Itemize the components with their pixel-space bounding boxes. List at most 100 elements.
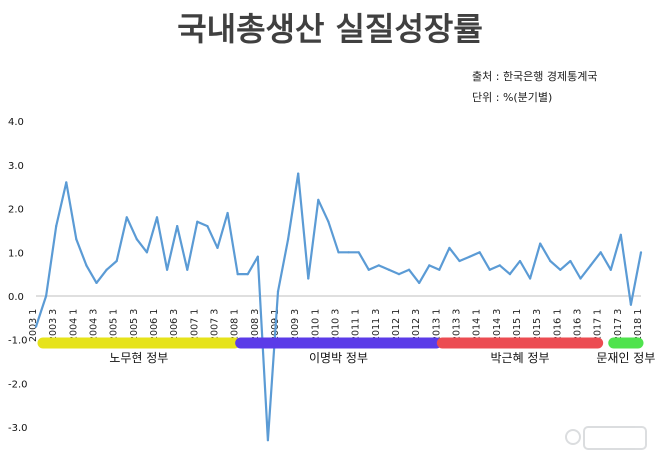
data-point [488, 268, 491, 271]
data-point [407, 268, 411, 271]
data-point [528, 277, 532, 280]
y-tick-label: -2.0 [8, 379, 28, 390]
y-tick-label: 1.0 [8, 248, 24, 259]
data-point [589, 264, 592, 267]
data-point [619, 233, 622, 236]
data-point [307, 277, 310, 280]
data-point [559, 268, 562, 271]
x-tick-label: 2017 3 [613, 309, 624, 342]
data-point [236, 273, 239, 276]
data-point [216, 246, 219, 250]
data-point [347, 251, 350, 254]
data-point [599, 251, 602, 254]
data-point [125, 216, 128, 219]
series-line [34, 172, 643, 442]
data-point [478, 251, 481, 254]
period-label: 박근혜 정부 [490, 351, 549, 365]
data-point [105, 268, 108, 271]
data-point [75, 238, 78, 241]
x-tick-label: 2016 1 [552, 309, 563, 342]
x-tick-label: 2005 3 [129, 309, 140, 342]
x-tick-labels: 2003 1 2003 3 2004 1 2004 3 2005 1 2005 3 2006… [28, 309, 644, 342]
y-tick-label: 4.0 [8, 117, 24, 128]
data-point [539, 242, 542, 245]
x-tick-label: 2014 1 [472, 309, 483, 342]
data-point [518, 259, 522, 263]
y-tick-label: 2.0 [8, 205, 24, 216]
data-point [266, 439, 270, 442]
y-tick-label: -1.0 [8, 336, 28, 347]
growth-series [34, 172, 643, 442]
data-point [276, 290, 280, 293]
data-point [448, 246, 451, 250]
data-point [428, 264, 431, 267]
x-tick-label: 2010 3 [331, 309, 342, 342]
x-tick-label: 2013 1 [431, 309, 442, 342]
data-point [186, 268, 189, 271]
x-tick-label: 2004 3 [89, 309, 100, 342]
source-note: 출처 : 한국은행 경제통계국 [472, 70, 598, 83]
data-point [639, 251, 643, 254]
x-tick-label: 2007 1 [189, 309, 200, 342]
x-tick-label: 2017 1 [593, 309, 604, 342]
data-point [297, 172, 300, 175]
data-point [165, 268, 169, 271]
data-point [176, 224, 179, 228]
data-point [115, 259, 118, 263]
data-point [397, 273, 401, 276]
data-point [508, 273, 512, 276]
data-point [549, 259, 552, 263]
x-tick-label: 2012 3 [411, 309, 422, 342]
data-point [458, 259, 461, 263]
data-point [387, 268, 391, 271]
y-tick-label: 0.0 [8, 292, 24, 303]
x-tick-label: 2004 1 [68, 309, 79, 342]
y-tick-label: 3.0 [8, 161, 24, 172]
x-tick-label: 2015 3 [532, 309, 543, 342]
y-axis: 4.0 3.0 2.0 1.0 0.0 -1.0 -2.0 -3.0 [8, 117, 28, 434]
data-point [95, 281, 98, 284]
data-point [337, 251, 340, 254]
x-tick-label: 2015 1 [512, 309, 523, 342]
data-point [34, 325, 38, 328]
x-tick-label: 2006 3 [169, 309, 180, 342]
data-point [206, 224, 209, 228]
data-point [85, 264, 88, 267]
data-point [317, 198, 320, 201]
data-point [629, 303, 633, 306]
period-label: 이명박 정부 [309, 351, 368, 365]
chart-title: 국내총생산 실질성장률 [177, 10, 483, 48]
x-tick-label: 2003 3 [48, 309, 59, 342]
x-tick-label: 2006 1 [149, 309, 160, 342]
x-tick-label: 2009 3 [290, 309, 301, 342]
period-label: 노무현 정부 [109, 351, 168, 365]
x-tick-label: 2016 3 [573, 309, 584, 342]
x-tick-label: 2014 3 [492, 309, 503, 342]
data-point [438, 268, 441, 271]
x-tick-label: 2013 3 [452, 309, 463, 342]
unit-note: 단위 : %(분기별) [472, 91, 552, 104]
data-point [256, 255, 259, 258]
data-point [65, 181, 68, 184]
data-point [468, 255, 471, 258]
data-point [135, 238, 138, 241]
x-tick-label: 2011 1 [351, 309, 362, 342]
data-point [145, 251, 149, 254]
x-tick-label: 2008 3 [250, 309, 261, 342]
data-point [226, 211, 229, 215]
data-point [367, 268, 370, 271]
data-point [609, 268, 612, 271]
x-tick-label: 2011 3 [371, 309, 382, 342]
data-point [418, 281, 421, 284]
data-point [286, 238, 290, 241]
data-point [44, 294, 48, 298]
x-tick-label: 2012 1 [391, 309, 402, 342]
x-tick-label: 2003 1 [28, 309, 39, 342]
data-point [579, 277, 582, 280]
government-periods: 노무현 정부 이명박 정부 박근혜 정부 문재인 정부 [37, 337, 655, 365]
x-tick-label: 2007 3 [210, 309, 221, 342]
period-label: 문재인 정부 [596, 351, 655, 365]
x-tick-label: 2010 1 [310, 309, 321, 342]
data-point [155, 216, 159, 219]
